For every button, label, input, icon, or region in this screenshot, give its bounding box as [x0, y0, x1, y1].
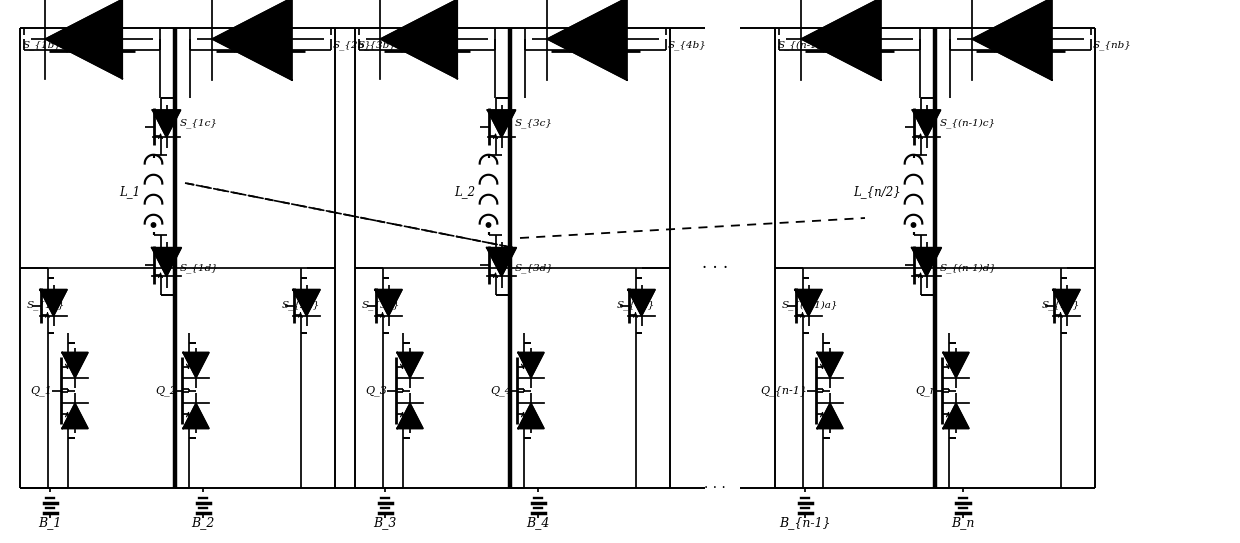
Polygon shape	[153, 110, 181, 137]
Polygon shape	[518, 403, 544, 428]
Text: B_4: B_4	[526, 516, 549, 529]
Text: B_2: B_2	[191, 516, 215, 529]
Polygon shape	[487, 110, 516, 137]
Text: Q_3: Q_3	[365, 385, 387, 396]
Text: S_{(n-1)c}: S_{(n-1)c}	[940, 118, 996, 128]
Text: Q_4: Q_4	[490, 385, 512, 396]
Text: B_{n-1}: B_{n-1}	[779, 516, 831, 529]
Text: S_{3a}: S_{3a}	[362, 301, 401, 311]
Polygon shape	[627, 289, 655, 316]
Polygon shape	[972, 0, 1052, 80]
Polygon shape	[801, 0, 880, 80]
Polygon shape	[212, 0, 291, 80]
Text: S_{4a}: S_{4a}	[618, 301, 656, 311]
Text: Q_2: Q_2	[155, 385, 177, 396]
Text: S_{1a}: S_{1a}	[27, 301, 66, 311]
Polygon shape	[397, 403, 423, 428]
Text: Q_1: Q_1	[30, 385, 52, 396]
Polygon shape	[62, 352, 88, 377]
Polygon shape	[62, 403, 88, 428]
Text: S_{4b}: S_{4b}	[668, 40, 707, 50]
Polygon shape	[293, 289, 320, 316]
Text: S_{nb}: S_{nb}	[1092, 40, 1132, 50]
Polygon shape	[817, 403, 843, 428]
Text: B_1: B_1	[38, 516, 62, 529]
Text: · · ·: · · ·	[704, 481, 725, 495]
Circle shape	[151, 223, 156, 227]
Polygon shape	[547, 0, 627, 80]
Polygon shape	[397, 352, 423, 377]
Text: S_{2a}: S_{2a}	[281, 301, 320, 311]
Polygon shape	[795, 289, 822, 316]
Polygon shape	[817, 352, 843, 377]
Text: Q_n: Q_n	[915, 385, 937, 396]
Text: S_{1b}: S_{1b}	[24, 40, 62, 50]
Text: L_1: L_1	[119, 186, 140, 199]
Polygon shape	[381, 0, 458, 79]
Text: · · ·: · · ·	[702, 260, 728, 276]
Polygon shape	[944, 352, 968, 377]
Text: Q_{n-1}: Q_{n-1}	[760, 385, 807, 396]
Polygon shape	[911, 248, 941, 276]
Text: B_n: B_n	[951, 516, 975, 529]
Polygon shape	[184, 403, 208, 428]
Polygon shape	[518, 352, 544, 377]
Polygon shape	[944, 403, 968, 428]
Text: S_{1d}: S_{1d}	[180, 263, 219, 273]
Polygon shape	[1053, 289, 1080, 316]
Polygon shape	[913, 110, 940, 137]
Polygon shape	[40, 289, 67, 316]
Polygon shape	[151, 248, 181, 276]
Polygon shape	[487, 248, 516, 276]
Text: S_{na}: S_{na}	[1042, 301, 1080, 311]
Text: S_{(n-1)b}: S_{(n-1)b}	[777, 40, 835, 50]
Polygon shape	[374, 289, 402, 316]
Circle shape	[486, 223, 491, 227]
Text: S_{(n-1)a}: S_{(n-1)a}	[782, 301, 838, 311]
Text: L_2: L_2	[454, 186, 475, 199]
Polygon shape	[184, 352, 208, 377]
Text: S_{3d}: S_{3d}	[515, 263, 554, 273]
Text: S_{(n-1)d}: S_{(n-1)d}	[940, 263, 997, 273]
Text: B_3: B_3	[373, 516, 397, 529]
Text: S_{3b}: S_{3b}	[358, 40, 397, 50]
Text: L_{n/2}: L_{n/2}	[853, 186, 900, 199]
Text: S_{1c}: S_{1c}	[180, 119, 218, 128]
Polygon shape	[46, 0, 123, 79]
Text: S_{3c}: S_{3c}	[515, 119, 553, 128]
Circle shape	[911, 223, 915, 227]
Text: S_{2b}: S_{2b}	[334, 40, 372, 50]
